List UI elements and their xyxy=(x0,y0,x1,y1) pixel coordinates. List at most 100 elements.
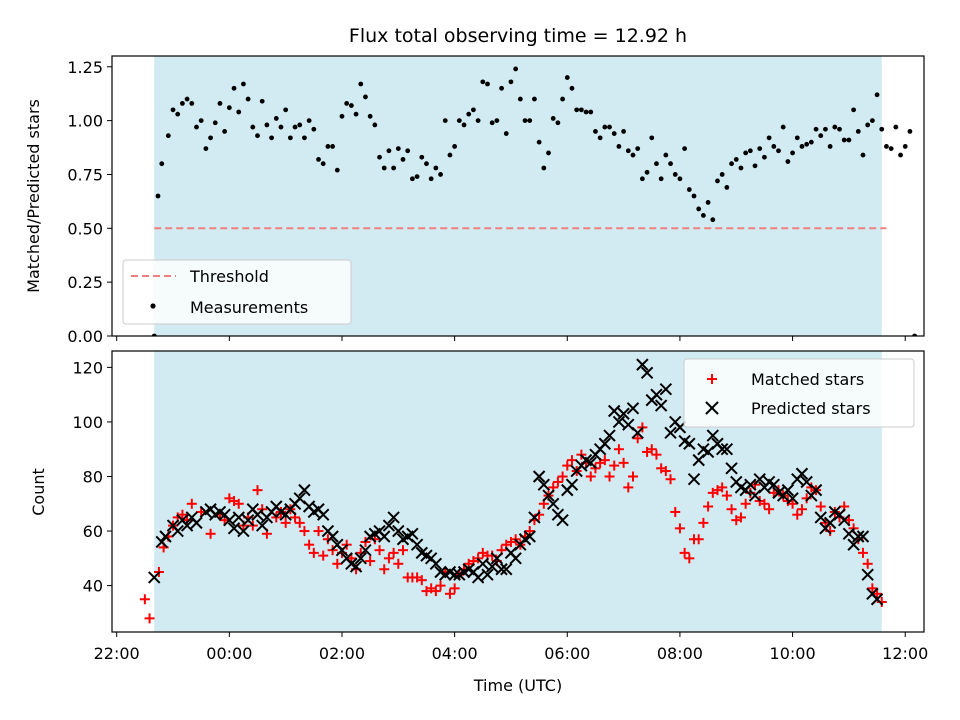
ratio-y-tick-label: 1.25 xyxy=(67,58,103,77)
measurement-point xyxy=(395,146,401,152)
measurement-point xyxy=(414,174,420,180)
matched-star-point xyxy=(646,444,657,455)
matched-star-point xyxy=(764,504,775,515)
measurement-point xyxy=(241,81,246,87)
measurement-point xyxy=(438,172,443,177)
measurement-point xyxy=(555,120,561,126)
measurement-point xyxy=(588,109,594,115)
measurement-point xyxy=(377,154,382,160)
predicted-star-point xyxy=(532,470,546,483)
matched-star-point xyxy=(735,512,746,523)
predicted-star-point xyxy=(227,522,241,535)
measurement-point xyxy=(405,148,411,154)
ratio-y-tick-label: 0.25 xyxy=(67,273,103,292)
matched-star-point xyxy=(186,498,197,509)
predicted-star-point xyxy=(495,563,508,576)
measurement-point xyxy=(724,184,730,190)
measurement-point xyxy=(480,79,486,85)
measurement-point xyxy=(400,156,406,162)
predicted-star-point xyxy=(753,473,766,486)
matched-star-point xyxy=(632,433,643,444)
measurement-point xyxy=(494,118,500,124)
measurement-point xyxy=(832,124,838,130)
measurement-point xyxy=(409,176,415,182)
predicted-star-point xyxy=(485,560,499,573)
measurement-point xyxy=(593,128,598,134)
predicted-star-point xyxy=(612,415,626,429)
matched-star-point xyxy=(609,460,620,471)
ratio-legend: Threshold Measurements xyxy=(122,259,352,325)
measurement-point xyxy=(428,176,434,182)
measurement-point xyxy=(287,135,293,141)
count-y-tick-label: 60 xyxy=(83,522,103,541)
matched-star-point xyxy=(759,498,770,509)
predicted-star-point xyxy=(429,557,443,571)
matched-star-point xyxy=(365,556,376,567)
measurement-point xyxy=(297,122,303,128)
measurement-point xyxy=(499,85,504,91)
measurement-point xyxy=(466,111,472,117)
measurement-point xyxy=(888,146,894,152)
matched-star-point xyxy=(857,547,868,558)
predicted-star-point xyxy=(584,456,597,470)
predicted-star-point xyxy=(767,478,781,491)
measurement-point xyxy=(738,165,744,171)
measurement-point xyxy=(386,148,392,154)
measurement-point xyxy=(715,178,720,184)
measurement-point xyxy=(700,212,706,218)
measurement-point xyxy=(180,100,185,106)
measurement-point xyxy=(278,124,284,130)
measurement-point xyxy=(762,154,767,160)
measurement-point xyxy=(339,113,345,119)
measurement-point xyxy=(869,118,875,124)
measurement-point xyxy=(607,124,612,130)
measurement-point xyxy=(264,122,270,128)
matched-star-point xyxy=(613,444,624,455)
measurement-point xyxy=(527,118,533,124)
measurement-point xyxy=(621,128,627,134)
predicted-star-point xyxy=(523,530,536,543)
measurement-point xyxy=(433,165,439,171)
predicted-star-point xyxy=(546,497,560,510)
matched-star-point xyxy=(398,545,409,556)
count-y-axis-label: Count xyxy=(29,468,48,516)
predicted-star-point xyxy=(509,552,522,565)
predicted-star-point xyxy=(814,511,827,524)
predicted-star-point xyxy=(537,478,551,491)
measurement-point xyxy=(155,193,161,199)
predicted-star-point xyxy=(659,382,673,396)
matched-star-point xyxy=(308,547,319,558)
x-tick-label: 10:00 xyxy=(770,644,816,663)
predicted-star-point xyxy=(795,467,809,480)
measurement-point xyxy=(682,146,688,152)
measurement-point xyxy=(583,109,589,115)
ratio-y-tick-label: 1.00 xyxy=(67,112,103,131)
measurement-point xyxy=(419,154,425,160)
measurement-point xyxy=(485,81,490,87)
matched-star-point xyxy=(233,498,244,509)
measurement-point xyxy=(818,133,824,139)
predicted-star-point xyxy=(490,552,504,565)
matched-star-point xyxy=(618,457,629,468)
measurement-point xyxy=(503,131,509,136)
matched-star-point xyxy=(585,471,596,482)
measurement-point xyxy=(785,159,791,164)
measurement-point xyxy=(471,107,476,113)
measurement-point xyxy=(898,152,903,158)
count-y-tick-label: 40 xyxy=(83,577,103,596)
measurement-point xyxy=(442,118,448,124)
predicted-star-point xyxy=(471,571,485,584)
predicted-star-point xyxy=(626,402,640,415)
matched-star-point xyxy=(144,613,155,624)
measurement-point xyxy=(635,146,641,152)
x-tick-label: 08:00 xyxy=(657,644,703,663)
measurement-point xyxy=(508,79,514,85)
measurement-point xyxy=(245,96,251,102)
predicted-star-point xyxy=(603,429,616,442)
matched-legend-label: Matched stars xyxy=(751,370,864,389)
matched-star-point xyxy=(660,466,671,477)
predicted-star-point xyxy=(335,543,349,557)
matched-star-point xyxy=(623,482,634,493)
matched-star-point xyxy=(684,553,695,564)
predicted-star-point xyxy=(354,552,367,565)
